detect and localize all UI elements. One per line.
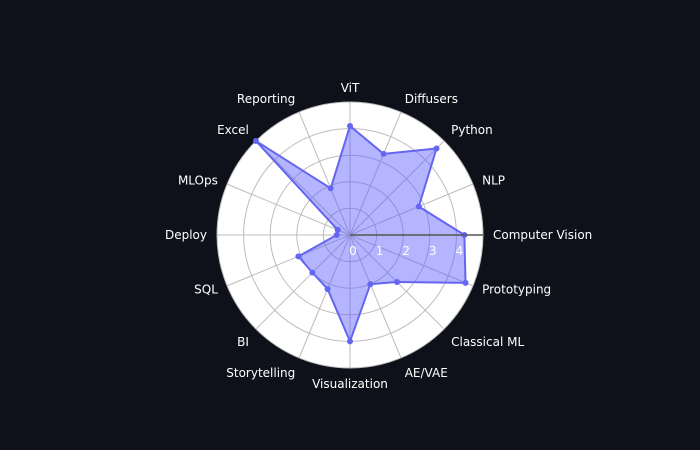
grid-spoke	[349, 234, 474, 287]
grid-spoke	[349, 111, 402, 236]
category-label: AE/VAE	[405, 366, 448, 380]
data-point-12	[347, 338, 353, 345]
radial-tick-label: 3	[429, 244, 437, 258]
series-area	[252, 122, 483, 345]
category-label: Visualization	[312, 377, 388, 391]
category-label: Storytelling	[226, 366, 295, 380]
data-point-13	[367, 281, 374, 288]
radial-tick-label: 1	[376, 244, 384, 258]
data-point-10	[309, 269, 316, 276]
category-label: Excel	[217, 123, 249, 137]
category-label: Deploy	[165, 228, 207, 242]
category-label: NLP	[482, 173, 505, 187]
data-point-4	[347, 122, 353, 129]
data-point-1	[415, 203, 422, 210]
grid-spoke	[255, 234, 351, 330]
data-point-5	[327, 185, 334, 192]
data-point-7	[334, 226, 341, 233]
category-label: BI	[237, 335, 249, 349]
category-label: ViT	[341, 81, 360, 95]
grid-spoke	[349, 140, 445, 236]
grid-spoke	[298, 234, 351, 359]
data-point-6	[252, 137, 259, 144]
category-label: MLOps	[178, 173, 218, 187]
data-point-15	[462, 279, 469, 286]
grid-spoke	[349, 183, 474, 236]
data-point-9	[295, 253, 302, 260]
grid-spoke	[349, 234, 402, 359]
data-point-11	[324, 286, 331, 293]
radial-tick-label: 0	[349, 244, 357, 258]
category-label: SQL	[194, 283, 218, 297]
data-point-2	[433, 145, 440, 152]
data-point-14	[394, 279, 401, 286]
category-label: Classical ML	[451, 335, 524, 349]
grid-spoke	[226, 183, 351, 236]
category-label: Diffusers	[405, 92, 458, 106]
grid-spoke	[298, 111, 351, 236]
category-label: Prototyping	[482, 283, 551, 297]
data-point-3	[380, 150, 387, 157]
radial-tick-label: 4	[456, 244, 464, 258]
category-label: Computer Vision	[493, 228, 592, 242]
category-label: Python	[451, 123, 493, 137]
radial-tick-labels: 0 1 2 3 4	[349, 244, 463, 258]
grid-spoke	[226, 234, 351, 287]
category-labels: Computer Vision NLP Python Diffusers ViT Repo…	[165, 81, 592, 391]
category-label: Reporting	[237, 92, 295, 106]
radial-tick-label: 2	[402, 244, 410, 258]
data-point-8	[333, 232, 340, 238]
